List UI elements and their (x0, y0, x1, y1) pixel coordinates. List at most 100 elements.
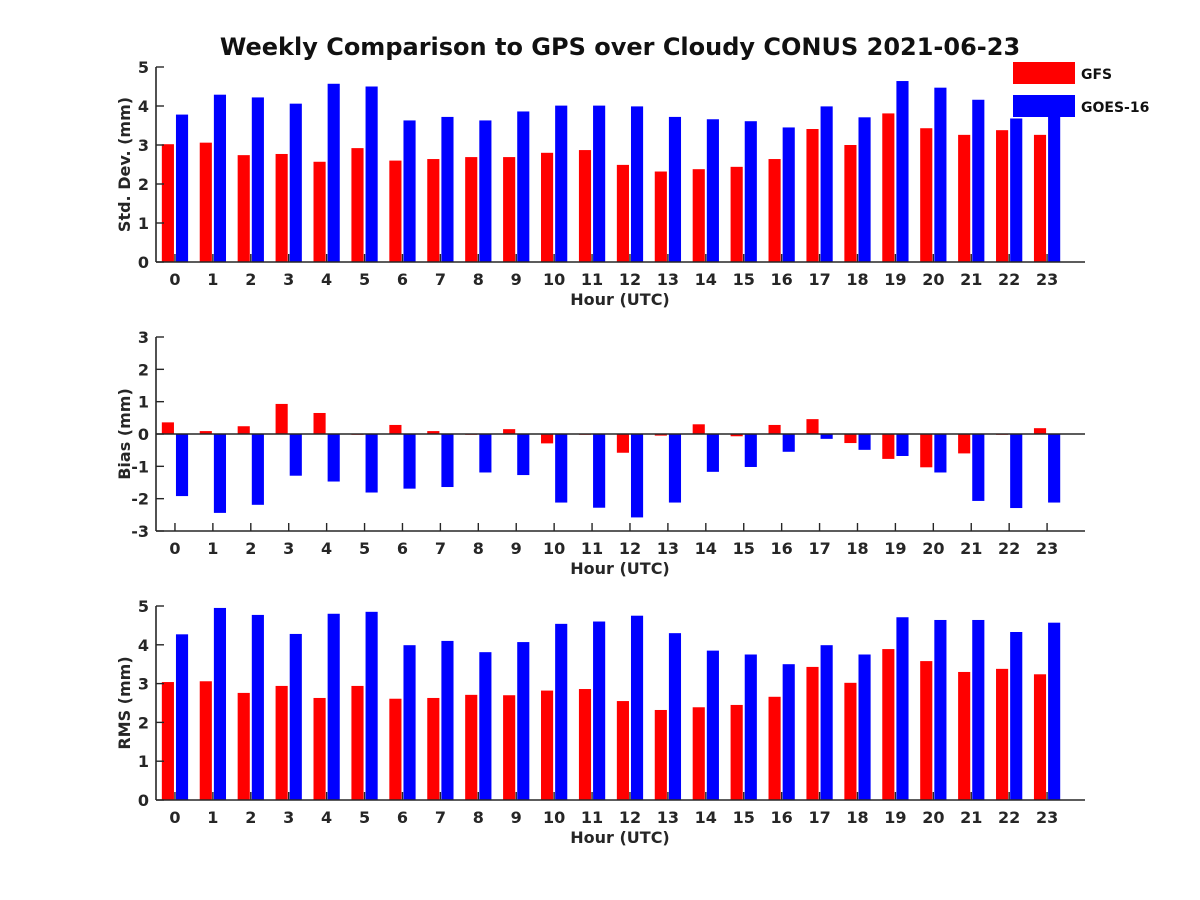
x-tick-label: 17 (808, 270, 830, 289)
bar-goes16-5 (365, 611, 378, 800)
x-tick-label: 4 (321, 539, 332, 558)
bar-gfs-1 (199, 431, 212, 434)
bar-gfs-0 (161, 144, 174, 262)
bar-goes16-3 (289, 434, 302, 476)
bar-goes16-7 (441, 116, 454, 262)
bar-goes16-17 (820, 645, 833, 800)
bar-gfs-7 (427, 697, 440, 800)
x-tick-label: 14 (695, 539, 717, 558)
bar-goes16-3 (289, 633, 302, 800)
bar-goes16-12 (630, 434, 644, 518)
bar-goes16-2 (251, 97, 264, 262)
x-axis-label: Hour (UTC) (570, 828, 670, 847)
y-axis-label: Bias (mm) (115, 388, 134, 480)
bar-gfs-6 (389, 160, 402, 262)
bar-gfs-19 (882, 434, 895, 459)
bar-goes16-16 (782, 434, 795, 452)
bar-gfs-10 (541, 690, 554, 800)
bar-gfs-10 (541, 434, 554, 444)
x-tick-label: 1 (207, 539, 218, 558)
bar-gfs-14 (692, 424, 705, 434)
bar-goes16-23 (1048, 622, 1061, 800)
bar-gfs-4 (313, 697, 326, 800)
x-tick-label: 12 (619, 808, 641, 827)
y-tick-label: 2 (138, 713, 149, 732)
y-tick-label: 4 (138, 636, 149, 655)
bar-goes16-10 (555, 623, 568, 800)
legend-label-goes16: GOES-16 (1081, 100, 1149, 116)
bar-goes16-23 (1048, 107, 1061, 262)
bar-gfs-23 (1033, 428, 1047, 434)
bar-gfs-6 (389, 424, 402, 434)
x-tick-label: 5 (359, 270, 370, 289)
bar-gfs-20 (920, 661, 933, 800)
x-tick-label: 23 (1036, 270, 1058, 289)
legend-swatch-gfs (1013, 62, 1075, 84)
y-axis-label: RMS (mm) (115, 656, 134, 749)
y-tick-label: 0 (138, 253, 149, 272)
bar-goes16-8 (479, 652, 492, 800)
bar-goes16-7 (441, 640, 454, 800)
bar-gfs-4 (313, 161, 326, 262)
x-tick-label: 2 (245, 808, 256, 827)
bar-gfs-9 (503, 157, 516, 262)
bar-goes16-18 (858, 654, 871, 800)
y-tick-label: 2 (138, 360, 149, 379)
bar-goes16-22 (1010, 434, 1023, 509)
bar-goes16-11 (593, 434, 606, 508)
bar-goes16-13 (668, 633, 682, 800)
bar-goes16-12 (630, 106, 644, 262)
x-tick-label: 2 (245, 270, 256, 289)
x-tick-label: 11 (581, 270, 603, 289)
bar-goes16-20 (934, 434, 947, 473)
legend-swatch-goes16 (1013, 95, 1075, 117)
bar-goes16-10 (555, 434, 568, 503)
bar-goes16-9 (517, 642, 530, 800)
bar-goes16-15 (744, 121, 757, 263)
x-tick-label: 13 (657, 270, 679, 289)
x-tick-label: 6 (397, 270, 408, 289)
y-tick-label: 1 (138, 752, 149, 771)
bar-gfs-7 (427, 159, 440, 262)
x-tick-label: 6 (397, 539, 408, 558)
bar-goes16-4 (327, 434, 340, 482)
bar-gfs-15 (730, 704, 743, 800)
bar-gfs-22 (996, 668, 1009, 800)
x-tick-label: 8 (473, 539, 484, 558)
x-tick-label: 21 (960, 539, 982, 558)
bar-gfs-13 (654, 171, 667, 262)
bar-goes16-18 (858, 117, 871, 262)
bar-goes16-15 (744, 434, 757, 467)
bar-goes16-10 (555, 105, 568, 262)
bar-goes16-9 (517, 111, 530, 263)
bar-gfs-2 (237, 426, 250, 434)
bar-gfs-14 (692, 169, 705, 262)
bar-goes16-17 (820, 434, 833, 439)
x-tick-label: 14 (695, 808, 717, 827)
bar-goes16-0 (175, 114, 189, 262)
x-tick-label: 14 (695, 270, 717, 289)
bar-goes16-4 (327, 613, 340, 800)
bar-gfs-2 (237, 155, 250, 262)
x-tick-label: 9 (511, 808, 522, 827)
bar-goes16-13 (668, 116, 682, 262)
bar-gfs-16 (768, 159, 781, 262)
x-tick-label: 4 (321, 808, 332, 827)
bar-gfs-5 (351, 685, 364, 800)
bar-gfs-15 (730, 434, 743, 437)
y-tick-label: 3 (138, 136, 149, 155)
bar-gfs-13 (654, 434, 667, 436)
y-tick-label: 5 (138, 58, 149, 77)
bar-gfs-3 (275, 685, 288, 800)
bar-goes16-19 (896, 434, 909, 456)
x-tick-label: 18 (846, 539, 868, 558)
x-tick-label: 22 (998, 539, 1020, 558)
x-tick-label: 16 (771, 808, 793, 827)
bar-goes16-16 (782, 664, 795, 800)
x-tick-label: 9 (511, 270, 522, 289)
bar-goes16-19 (896, 81, 909, 262)
bar-goes16-6 (403, 434, 416, 489)
x-tick-label: 18 (846, 808, 868, 827)
x-tick-label: 17 (808, 539, 830, 558)
